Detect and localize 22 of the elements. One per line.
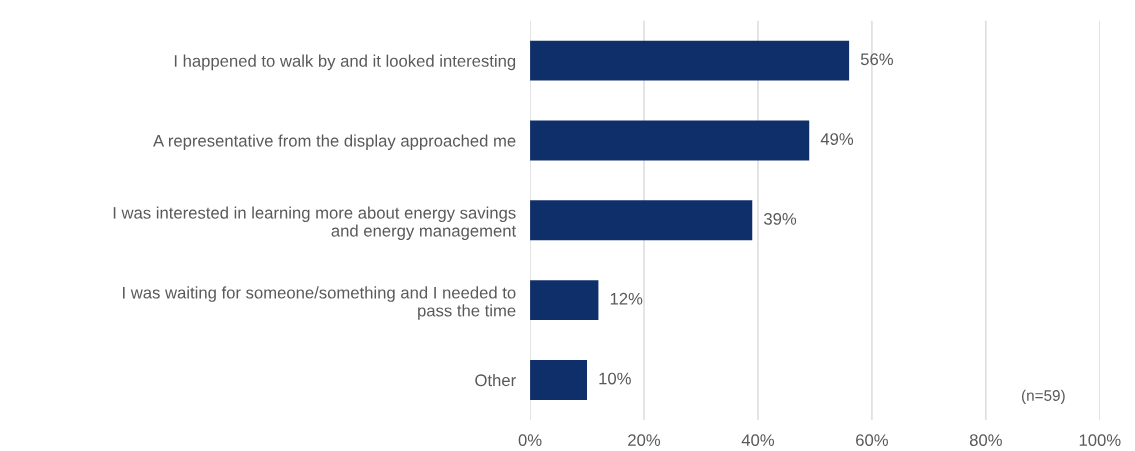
data-label: 56% — [860, 53, 893, 66]
x-tick-label: 60% — [856, 434, 888, 447]
data-label: 10% — [599, 372, 631, 385]
data-label: 49% — [820, 133, 854, 145]
x-tick-label: 20% — [628, 434, 661, 447]
x-tick-label: 0% — [518, 434, 542, 447]
data-label: 39% — [764, 212, 797, 225]
x-tick-label: 100% — [1079, 434, 1121, 447]
data-label: 12% — [610, 292, 643, 305]
y-tick-label: I happened to walk by and it looked interesting — [174, 54, 516, 71]
y-tick-label: I was waiting for someone/something and I needed to pass the time — [123, 286, 516, 320]
y-tick-label: Other — [475, 373, 516, 387]
bar — [530, 360, 588, 400]
bar — [530, 280, 599, 321]
x-tick-label: 40% — [741, 434, 775, 447]
y-tick-label: A representative from the display approached me — [153, 134, 516, 150]
y-tick-label: I was interested in learning more about energy savings and energy management — [113, 206, 517, 240]
bar — [530, 120, 810, 161]
bar — [530, 40, 850, 81]
bar — [530, 200, 753, 241]
x-tick-label: 80% — [969, 434, 1002, 447]
annotation: (n=59) — [1021, 389, 1065, 404]
